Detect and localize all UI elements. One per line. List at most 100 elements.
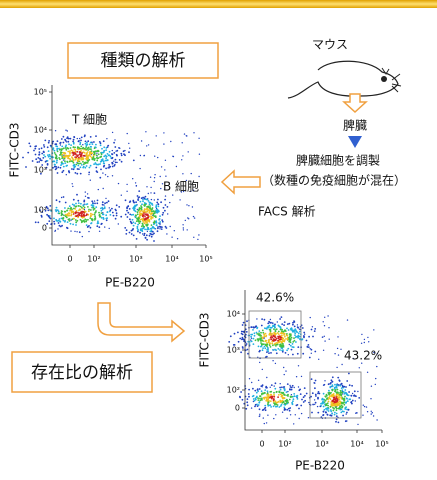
- cell-dot: [334, 411, 336, 414]
- cell-dot: [334, 401, 336, 404]
- cell-dot: [172, 194, 174, 196]
- cell-dot: [76, 172, 79, 175]
- cell-dot: [126, 207, 128, 210]
- cell-dot: [314, 403, 316, 406]
- cell-dot: [248, 378, 251, 380]
- cell-dot: [82, 208, 85, 210]
- cell-dot: [179, 199, 181, 201]
- cell-dot: [102, 151, 104, 154]
- cell-dot: [286, 383, 289, 385]
- cell-dot: [39, 159, 42, 162]
- cell-dot: [79, 151, 82, 154]
- cell-dot: [264, 406, 267, 409]
- cell-dot: [151, 210, 153, 213]
- cell-dot: [141, 219, 144, 222]
- cell-dot: [71, 156, 73, 159]
- cell-dot: [264, 404, 267, 407]
- cell-dot: [343, 400, 345, 402]
- cell-dot: [105, 197, 107, 200]
- b-cell: B 細胞: [163, 180, 199, 194]
- cell-dot: [286, 323, 289, 325]
- cell-dot: [147, 218, 149, 221]
- cell-dot: [184, 219, 186, 222]
- cell-dot: [59, 144, 62, 146]
- cell-dot: [360, 342, 363, 344]
- cell-dot: [277, 324, 280, 327]
- cell-dot: [272, 405, 275, 408]
- cell-dot: [95, 206, 98, 209]
- cell-dot: [67, 150, 70, 153]
- cell-dot: [281, 350, 284, 353]
- cell-dot: [148, 201, 151, 204]
- cell-dot: [283, 406, 286, 409]
- cell-dot: [253, 332, 256, 335]
- cell-dot: [258, 330, 261, 332]
- cell-dot: [370, 385, 373, 387]
- cell-dot: [44, 209, 47, 212]
- cell-dot: [39, 209, 41, 212]
- cell-dot: [148, 215, 151, 218]
- cell-dot: [312, 335, 314, 338]
- cell-dot: [272, 335, 274, 337]
- cell-dot: [137, 199, 140, 201]
- cell-dot: [79, 205, 82, 208]
- cell-dot: [296, 394, 299, 397]
- cell-dot: [60, 164, 62, 167]
- cell-dot: [80, 202, 82, 205]
- cell-dot: [86, 141, 88, 144]
- cell-dot: [53, 223, 56, 225]
- cell-dot: [113, 160, 115, 162]
- cell-dot: [348, 398, 351, 401]
- cell-dot: [129, 213, 132, 216]
- cell-dot: [274, 333, 277, 336]
- cell-dot: [81, 215, 83, 217]
- x-tick-label: 10⁵: [375, 440, 388, 449]
- cell-dot: [138, 190, 141, 193]
- cell-dot: [327, 383, 330, 386]
- cell-dot: [269, 321, 272, 324]
- cell-dot: [76, 168, 79, 170]
- y-tick-label: 10⁴: [34, 126, 47, 135]
- cell-dot: [103, 207, 106, 210]
- cell-dot: [102, 212, 104, 214]
- cell-dot: [135, 185, 138, 187]
- cell-dot: [65, 174, 68, 176]
- cell-dot: [336, 391, 339, 393]
- cell-dot: [144, 236, 147, 239]
- cell-dot: [47, 155, 50, 158]
- cell-dot: [193, 132, 195, 134]
- cell-dot: [292, 400, 294, 403]
- cell-dot: [265, 335, 267, 338]
- cell-dot: [137, 230, 139, 233]
- cell-dot: [81, 216, 84, 219]
- cell-dot: [304, 394, 306, 397]
- cell-dot: [240, 332, 243, 335]
- cell-dot: [101, 208, 104, 211]
- cell-dot: [295, 376, 298, 378]
- cell-dot: [285, 370, 287, 372]
- cell-dot: [44, 139, 47, 142]
- arrow-bent: [97, 302, 186, 343]
- cell-dot: [55, 199, 58, 202]
- cell-dot: [297, 386, 300, 388]
- cell-dot: [254, 403, 257, 406]
- cell-dot: [273, 395, 276, 398]
- cell-dot: [343, 410, 345, 413]
- cell-dot: [345, 402, 347, 404]
- cell-dot: [94, 157, 96, 160]
- cell-dot: [326, 397, 329, 400]
- cell-dot: [275, 391, 278, 393]
- cell-dot: [314, 328, 317, 330]
- cell-dot: [280, 395, 283, 398]
- cell-dot: [282, 391, 285, 394]
- cell-dot: [63, 152, 66, 154]
- cell-dot: [283, 334, 285, 336]
- cell-dot: [363, 405, 366, 408]
- cell-dot: [293, 321, 296, 323]
- cell-dot: [61, 161, 63, 163]
- cell-dot: [36, 161, 39, 164]
- cell-dot: [83, 163, 85, 166]
- cell-dot: [293, 423, 295, 425]
- cell-dot: [106, 138, 108, 140]
- cell-dot: [157, 198, 159, 201]
